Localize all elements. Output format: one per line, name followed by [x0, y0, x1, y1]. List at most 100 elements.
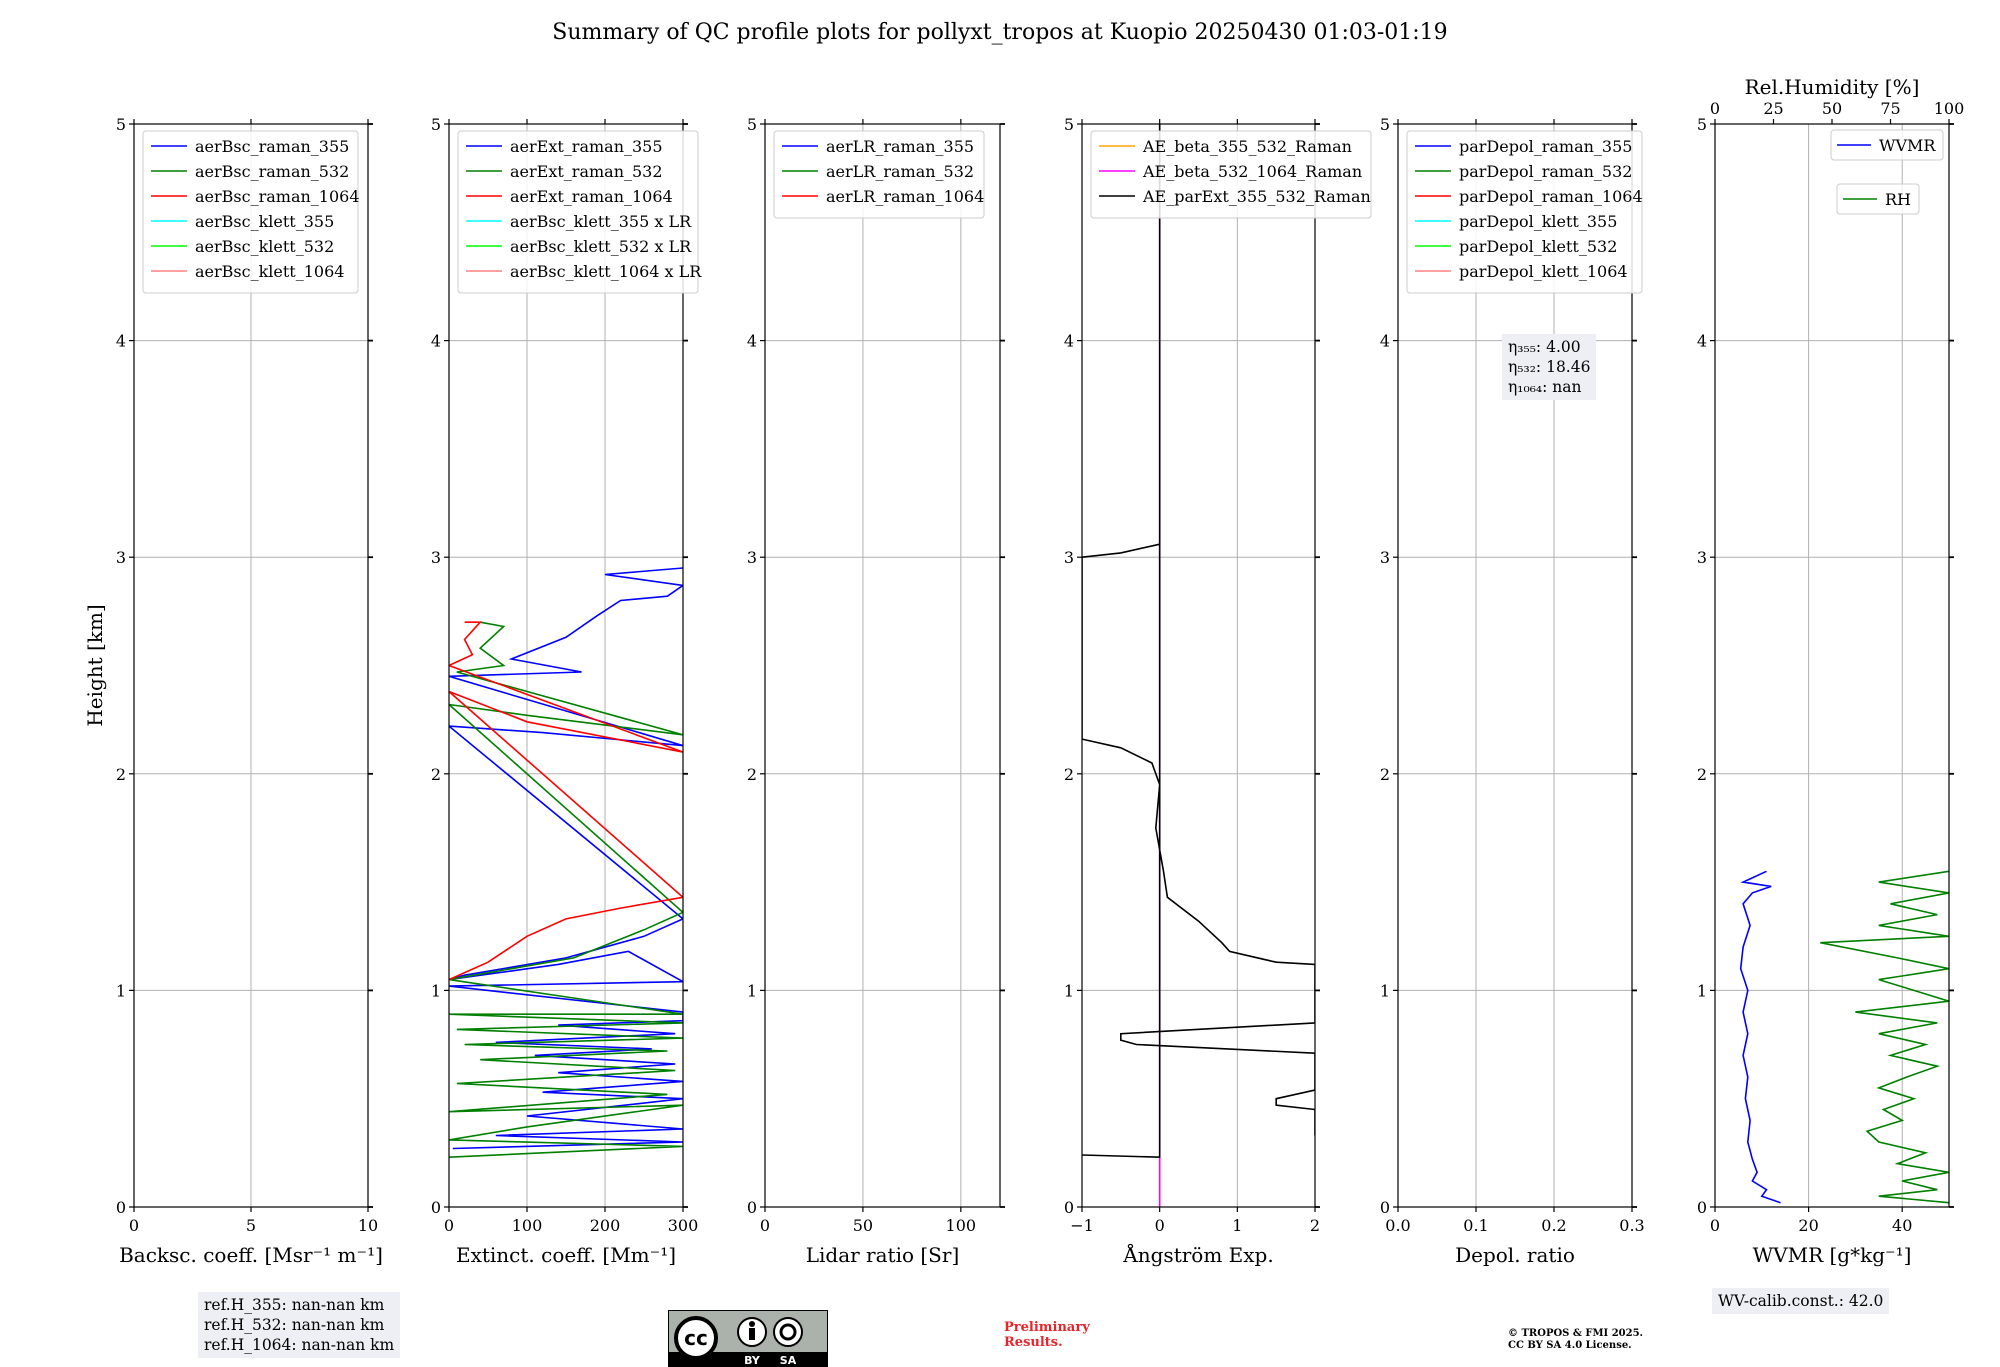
legend-label-3-1: AE_beta_532_1064_Raman: [1142, 162, 1362, 181]
x2-tick-label-5-0: 0: [1710, 99, 1720, 118]
x-axis-label-5: WVMR [g*kg⁻¹]: [1753, 1243, 1912, 1267]
legend-label-5-1: RH: [1885, 190, 1911, 209]
legend-box-1: [457, 130, 699, 294]
y-tick-label-1-3: 3: [431, 548, 441, 567]
y-tick-label-0-0: 0: [116, 1198, 126, 1217]
x2-tick-label-5-1: 25: [1763, 99, 1783, 118]
legend-label-3-2: AE_parExt_355_532_Raman: [1142, 187, 1371, 206]
x-tick-label-0-1: 5: [246, 1216, 256, 1235]
legend-label-4-5: parDepol_klett_1064: [1459, 262, 1628, 281]
legend-label-0-2: aerBsc_raman_1064: [195, 187, 360, 206]
x-tick-label-3-1: 0: [1155, 1216, 1165, 1235]
legend-label-4-2: parDepol_raman_1064: [1459, 187, 1643, 206]
y-tick-label-4-3: 3: [1380, 548, 1390, 567]
figure-title: Summary of QC profile plots for pollyxt_…: [552, 20, 1448, 45]
y-tick-label-5-4: 4: [1697, 332, 1707, 351]
legend-label-0-1: aerBsc_raman_532: [195, 162, 349, 181]
x-tick-label-0-0: 0: [129, 1216, 139, 1235]
y-tick-label-2-2: 2: [747, 765, 757, 784]
series-line-1-0: [449, 567, 683, 1150]
axes-frame-1: [448, 123, 684, 1208]
x2-tick-label-5-4: 100: [1934, 99, 1965, 118]
x-axis-label-3: Ångström Exp.: [1122, 1242, 1273, 1267]
series-line-5-0: [1739, 870, 1781, 1204]
legend-label-0-5: aerBsc_klett_1064: [195, 262, 344, 281]
x2-axis-label-5: Rel.Humidity [%]: [1745, 75, 1920, 99]
x-tick-label-3-0: −1: [1070, 1216, 1094, 1235]
cc-by-sa-license-icon: cc BY SA: [668, 1310, 828, 1367]
y-tick-label-3-3: 3: [1064, 548, 1074, 567]
cc-badge-text: cc: [684, 1326, 708, 1350]
series-line-1-2: [449, 621, 683, 981]
legend-box-3: [1090, 130, 1372, 219]
x-tick-label-4-2: 0.2: [1541, 1216, 1566, 1235]
legend-label-0-4: aerBsc_klett_532: [195, 237, 334, 256]
legend-label-1-2: aerExt_raman_1064: [510, 187, 673, 206]
eta-532: η₅₃₂: 18.46: [1508, 358, 1591, 376]
y-tick-label-4-2: 2: [1380, 765, 1390, 784]
y-tick-label-3-4: 4: [1064, 332, 1074, 351]
y-tick-label-2-1: 1: [747, 981, 757, 1000]
legend-box-5-0: [1830, 129, 1944, 161]
legend-label-3-0: AE_beta_355_532_Raman: [1142, 137, 1352, 156]
copyright-line-1: © TROPOS & FMI 2025.: [1508, 1328, 1644, 1339]
legend-box-2: [773, 130, 985, 219]
y-axis-label: Height [km]: [83, 604, 107, 726]
wv-calib-text: WV-calib.const.: 42.0: [1718, 1292, 1884, 1310]
axes-frame-3: [1081, 123, 1316, 1208]
legend-label-4-0: parDepol_raman_355: [1459, 137, 1632, 156]
wv-calib-box: WV-calib.const.: 42.0: [1712, 1288, 1890, 1314]
x-tick-label-5-1: 20: [1798, 1216, 1818, 1235]
y-tick-label-4-0: 0: [1380, 1198, 1390, 1217]
x-tick-label-1-2: 200: [590, 1216, 621, 1235]
y-tick-label-5-1: 1: [1697, 981, 1707, 1000]
x-tick-label-3-3: 2: [1310, 1216, 1320, 1235]
x-tick-label-1-1: 100: [512, 1216, 543, 1235]
y-tick-label-0-5: 5: [116, 115, 126, 134]
x-tick-label-4-3: 0.3: [1619, 1216, 1644, 1235]
eta-355: η₃₅₅: 4.00: [1508, 338, 1581, 356]
y-tick-label-3-0: 0: [1064, 1198, 1074, 1217]
y-tick-label-0-3: 3: [116, 548, 126, 567]
y-tick-label-2-3: 3: [747, 548, 757, 567]
x-tick-label-1-3: 300: [668, 1216, 699, 1235]
axes-frame-2: [764, 123, 1001, 1208]
legend-label-4-4: parDepol_klett_532: [1459, 237, 1617, 256]
y-tick-label-1-4: 4: [431, 332, 441, 351]
legend-label-1-4: aerBsc_klett_532 x LR: [510, 237, 692, 256]
y-tick-label-5-0: 0: [1697, 1198, 1707, 1217]
by-badge-text: BY: [744, 1354, 761, 1367]
y-tick-label-2-5: 5: [747, 115, 757, 134]
x2-tick-label-5-2: 50: [1822, 99, 1842, 118]
y-tick-label-1-2: 2: [431, 765, 441, 784]
y-tick-label-1-0: 0: [431, 1198, 441, 1217]
legend-label-1-1: aerExt_raman_532: [510, 162, 663, 181]
legend-label-4-3: parDepol_klett_355: [1459, 212, 1617, 231]
y-tick-label-3-1: 1: [1064, 981, 1074, 1000]
x-tick-label-1-0: 0: [444, 1216, 454, 1235]
y-tick-label-1-1: 1: [431, 981, 441, 1000]
x-axis-label-4: Depol. ratio: [1455, 1243, 1575, 1267]
x-tick-label-4-1: 0.1: [1463, 1216, 1488, 1235]
preliminary-line-1: Preliminary: [1004, 1320, 1090, 1335]
legend-label-4-1: parDepol_raman_532: [1459, 162, 1632, 181]
legend-box-0: [142, 130, 359, 294]
x-tick-label-2-2: 100: [946, 1216, 977, 1235]
y-tick-label-4-4: 4: [1380, 332, 1390, 351]
series-line-5-1: [1820, 870, 1949, 1204]
y-tick-label-0-2: 2: [116, 765, 126, 784]
x-tick-label-2-0: 0: [760, 1216, 770, 1235]
ref-height-box: ref.H_355: nan-nan km ref.H_532: nan-nan…: [198, 1292, 401, 1358]
y-tick-label-1-5: 5: [431, 115, 441, 134]
copyright-line-2: CC BY SA 4.0 License.: [1508, 1340, 1632, 1351]
legend-label-2-1: aerLR_raman_532: [826, 162, 974, 181]
legend-label-5-0: WVMR: [1879, 136, 1936, 155]
y-tick-label-4-5: 5: [1380, 115, 1390, 134]
ref-height-532: ref.H_532: nan-nan km: [204, 1316, 385, 1334]
x-axis-label-2: Lidar ratio [Sr]: [806, 1243, 960, 1267]
sa-badge-text: SA: [780, 1354, 797, 1367]
preliminary-line-2: Results.: [1004, 1335, 1063, 1350]
legend-label-0-3: aerBsc_klett_355: [195, 212, 334, 231]
